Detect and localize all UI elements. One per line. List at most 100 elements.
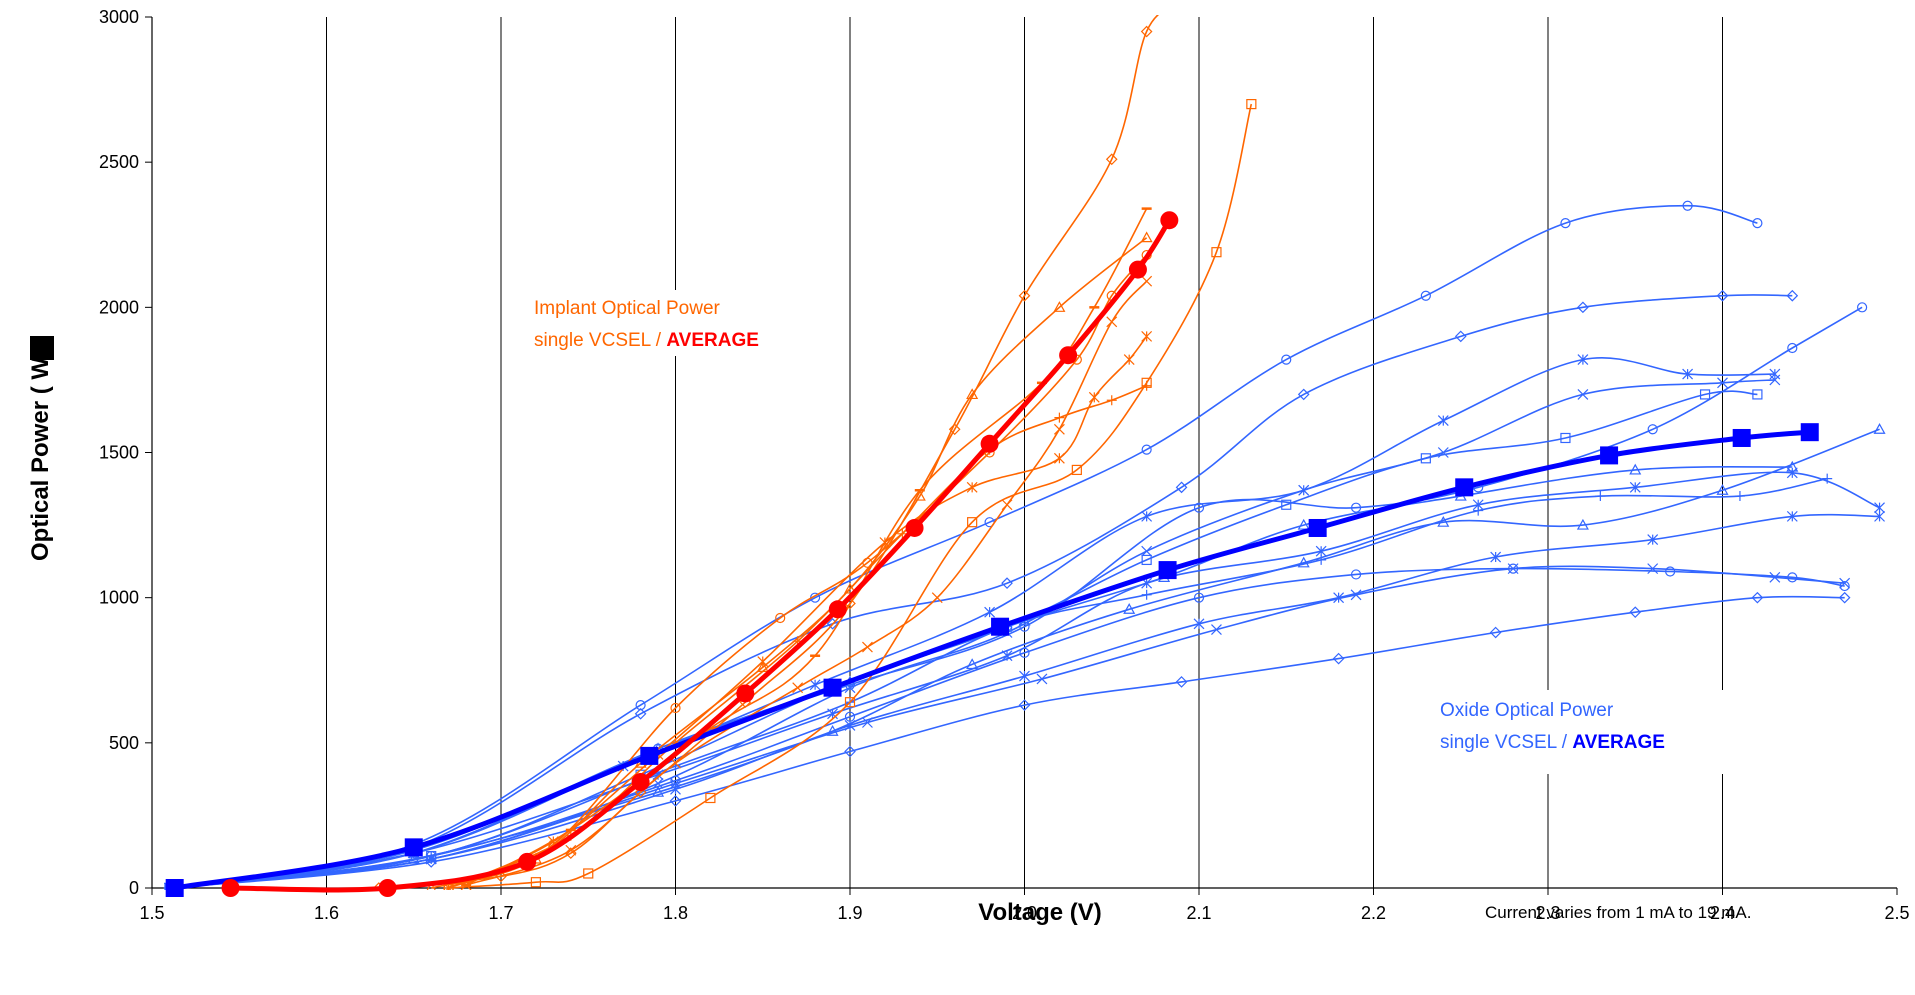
oxide-point: [1123, 603, 1136, 614]
implant-point: [967, 517, 978, 528]
oxide-point: [1297, 556, 1310, 568]
oxide-point: [1036, 673, 1048, 685]
oxide-point: [1175, 676, 1188, 688]
implant-point: [670, 757, 681, 769]
oxide-point: [1420, 290, 1431, 301]
oxide-annotation-line1: Oxide Optical Power: [1440, 700, 1614, 721]
implant-average-series: [221, 211, 1179, 897]
implant-point: [1105, 153, 1118, 166]
implant-average-point: [1160, 211, 1179, 230]
oxide-point: [1019, 670, 1030, 682]
oxide-point: [1699, 389, 1711, 400]
implant-point: [792, 682, 804, 694]
oxide-point: [1019, 647, 1030, 658]
oxide-point: [425, 856, 438, 868]
oxide-point: [1332, 652, 1345, 665]
x-tick-label-2.3: 2.3: [1535, 903, 1560, 923]
implant-point: [1106, 316, 1118, 328]
oxide-average-point: [1732, 428, 1751, 447]
oxide-point: [1717, 377, 1728, 389]
oxide-point: [809, 679, 821, 691]
oxide-point: [1316, 554, 1327, 565]
implant-point: [1053, 301, 1066, 312]
oxide-point: [1350, 589, 1362, 601]
oxide-point: [1665, 566, 1676, 577]
oxide-point: [1315, 545, 1327, 557]
oxide-point: [1647, 424, 1658, 435]
implant-point: [879, 537, 891, 548]
oxide-average-point: [1455, 478, 1474, 497]
implant-point: [1001, 499, 1013, 511]
oxide-point: [1141, 444, 1152, 455]
x-tick-label-1.9: 1.9: [837, 903, 862, 923]
x-tick-label-1.7: 1.7: [488, 903, 513, 923]
oxide-point: [634, 707, 647, 720]
y-tick-label-500: 500: [109, 733, 139, 753]
oxide-point: [670, 778, 681, 789]
oxide-point: [1490, 551, 1502, 563]
x-tick-label-2.5: 2.5: [1884, 903, 1909, 923]
oxide-point: [1856, 302, 1868, 313]
implant-point: [1088, 391, 1100, 403]
y-tick-label-0: 0: [129, 878, 139, 898]
oxide-point: [827, 708, 838, 720]
oxide-point: [826, 617, 839, 630]
implant-point: [530, 877, 542, 888]
oxide-average-point: [1308, 518, 1327, 537]
implant-series-8: [460, 275, 1153, 890]
implant-point: [775, 612, 786, 624]
oxide-point: [1629, 463, 1642, 475]
oxide-annotation-average: AVERAGE: [1572, 732, 1665, 753]
oxide-series-10-line: [169, 567, 1845, 889]
oxide-point: [984, 606, 996, 618]
implant-average-point: [736, 684, 755, 703]
oxide-point: [1141, 554, 1152, 566]
implant-point: [1141, 380, 1152, 391]
implant-point: [1106, 395, 1117, 406]
y-tick-label-1000: 1000: [99, 588, 139, 608]
oxide-point: [1560, 218, 1571, 229]
oxide-point: [1786, 460, 1799, 472]
oxide-point: [1281, 499, 1292, 510]
oxide-series-2-line: [169, 294, 1793, 889]
oxide-average-point: [823, 678, 842, 697]
implant-annotation-line1: Implant Optical Power: [534, 298, 721, 319]
oxide-point: [1786, 289, 1799, 302]
implant-series-8-line: [465, 280, 1148, 886]
implant-point: [862, 641, 873, 653]
x-tick-label-2.2: 2.2: [1361, 903, 1386, 923]
y-axis-title: Optical Power ( W): [27, 349, 54, 561]
oxide-point: [1489, 626, 1502, 639]
oxide-series-1-line: [169, 204, 1758, 889]
oxide-point: [1595, 491, 1606, 502]
oxide-point: [1507, 563, 1519, 575]
oxide-point: [1752, 218, 1763, 229]
implant-point: [1123, 354, 1135, 366]
oxide-point: [1682, 368, 1694, 380]
oxide-point: [1838, 591, 1851, 604]
oxide-point: [1297, 518, 1310, 530]
oxide-point: [1874, 502, 1885, 514]
oxide-point: [1437, 447, 1449, 458]
x-tick-labels: 1.5 1.6 1.7 1.8 1.9 2.0 2.1 2.2 2.3 2.4 2.5: [139, 888, 1910, 923]
oxide-point: [844, 745, 856, 758]
implant-average-point: [518, 852, 537, 871]
oxide-average-line: [174, 429, 1810, 891]
implant-point: [1246, 98, 1257, 110]
implant-series-group: [373, 15, 1257, 890]
oxide-point: [1018, 699, 1031, 711]
oxide-point: [1787, 342, 1798, 354]
implant-average-point: [1059, 346, 1078, 365]
oxide-point: [1454, 330, 1467, 343]
implant-point: [966, 388, 979, 400]
implant-annotation-line2-text: single VCSEL /: [534, 330, 666, 351]
y-tick-label-2000: 2000: [99, 297, 139, 317]
oxide-point: [1576, 518, 1589, 530]
implant-annotation-bg: [528, 290, 828, 356]
implant-average-point: [1128, 260, 1147, 279]
oxide-average-point: [165, 879, 184, 897]
oxide-point: [670, 783, 681, 795]
implant-point: [844, 697, 856, 708]
oxide-point: [1873, 423, 1886, 434]
